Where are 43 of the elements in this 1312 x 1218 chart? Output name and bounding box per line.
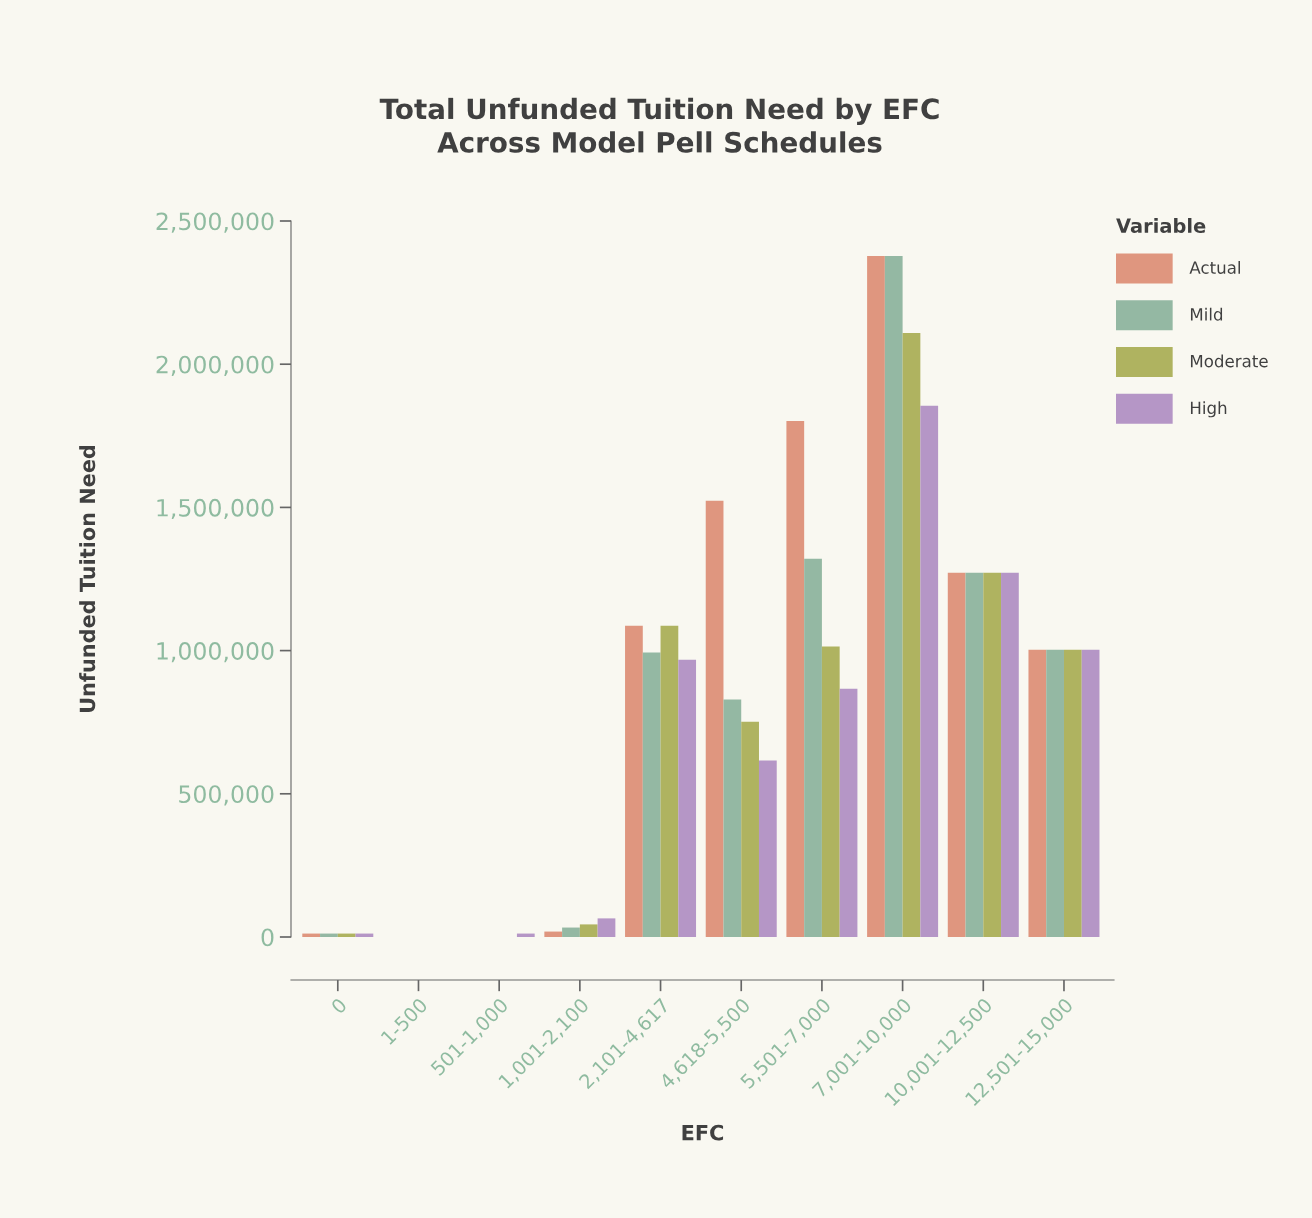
bar bbox=[1046, 649, 1064, 937]
y-tick-label: 0 bbox=[261, 928, 274, 947]
bar bbox=[642, 652, 661, 937]
bar bbox=[839, 688, 858, 937]
legend-title: Variable bbox=[1116, 218, 1206, 234]
bar bbox=[723, 699, 742, 937]
x-tick-label: 0 bbox=[330, 997, 348, 1015]
bar bbox=[625, 625, 643, 937]
bar bbox=[821, 646, 840, 937]
y-tick-label: 500,000 bbox=[179, 785, 274, 806]
bar bbox=[705, 500, 724, 937]
bar bbox=[1081, 649, 1100, 937]
bar bbox=[804, 558, 822, 937]
legend-label: Mild bbox=[1190, 307, 1223, 321]
bar bbox=[597, 918, 616, 937]
bar bbox=[947, 572, 966, 937]
bar bbox=[1063, 649, 1082, 937]
bar bbox=[983, 572, 1002, 937]
bar bbox=[786, 420, 805, 937]
bar bbox=[884, 255, 903, 937]
bar bbox=[920, 405, 939, 937]
bar bbox=[1001, 572, 1019, 937]
legend-label: Moderate bbox=[1190, 354, 1268, 368]
bar bbox=[660, 625, 679, 937]
bar bbox=[678, 659, 697, 937]
legend-label: Actual bbox=[1189, 260, 1240, 274]
x-axis-title: EFC bbox=[682, 1124, 724, 1141]
y-tick-label: 2,500,000 bbox=[156, 212, 274, 233]
bar bbox=[902, 332, 921, 937]
bar bbox=[741, 721, 759, 937]
y-tick-label: 2,000,000 bbox=[156, 355, 274, 376]
bar bbox=[758, 760, 777, 937]
y-tick-label: 1,500,000 bbox=[157, 498, 274, 520]
chart-title: Total Unfunded Tuition Need by EFC Across Model Pell Schedules bbox=[379, 97, 939, 153]
legend-label: High bbox=[1190, 401, 1227, 418]
y-tick-label: 1,000,000 bbox=[157, 642, 274, 663]
bar bbox=[867, 255, 885, 937]
bar bbox=[1028, 649, 1047, 937]
bar bbox=[579, 924, 598, 937]
bar bbox=[562, 927, 580, 937]
bar bbox=[965, 572, 984, 937]
y-axis-title: Unfunded Tuition Need bbox=[79, 445, 96, 712]
bar bbox=[544, 931, 563, 937]
